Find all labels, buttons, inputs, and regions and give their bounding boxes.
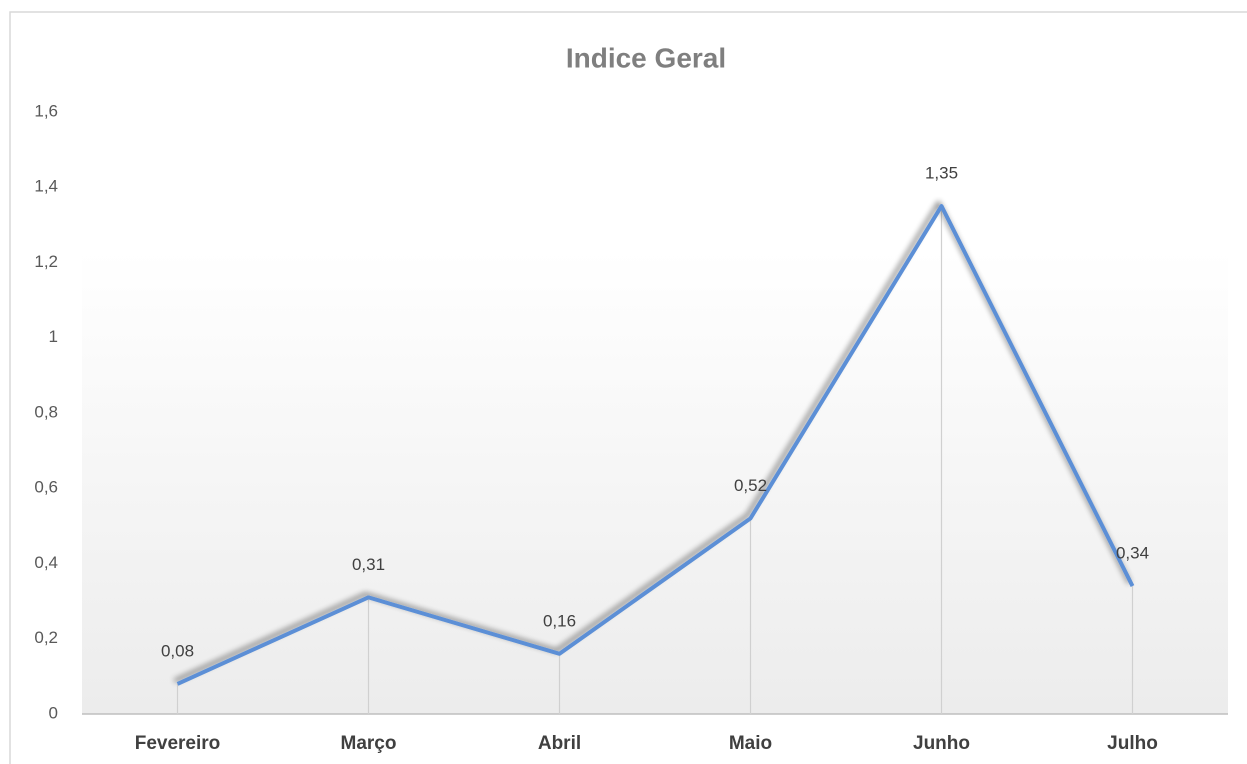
y-tick-label: 0 (49, 703, 58, 722)
x-tick-label: Fevereiro (135, 733, 221, 754)
data-label: 0,34 (1116, 544, 1149, 563)
x-tick-label: Maio (729, 733, 772, 754)
plot-background (82, 250, 1228, 714)
y-tick-label: 1 (49, 327, 58, 346)
y-tick-label: 1,4 (34, 177, 58, 196)
y-tick-label: 1,6 (34, 101, 58, 120)
data-label: 1,35 (925, 164, 958, 183)
chart-title: Indice Geral (566, 42, 726, 73)
x-tick-label: Março (341, 733, 397, 754)
y-tick-label: 0,8 (34, 402, 58, 421)
y-tick-label: 1,2 (34, 252, 58, 271)
y-tick-label: 0,4 (34, 553, 58, 572)
plot-area: 0 0,2 0,4 0,6 0,8 1 1,2 1,4 1,6 Fevereiro Março Abr… (34, 101, 1228, 754)
data-label: 0,31 (352, 555, 385, 574)
data-label: 0,08 (161, 641, 194, 660)
x-tick-label: Junho (913, 733, 970, 754)
y-tick-label: 0,2 (34, 628, 58, 647)
x-tick-label: Abril (538, 733, 581, 754)
line-series (176, 204, 1135, 686)
chart-border (9, 11, 1247, 764)
y-tick-label: 0,6 (34, 478, 58, 497)
data-label: 0,52 (734, 476, 767, 495)
data-label: 0,16 (543, 611, 576, 630)
x-tick-label: Julho (1107, 733, 1158, 754)
